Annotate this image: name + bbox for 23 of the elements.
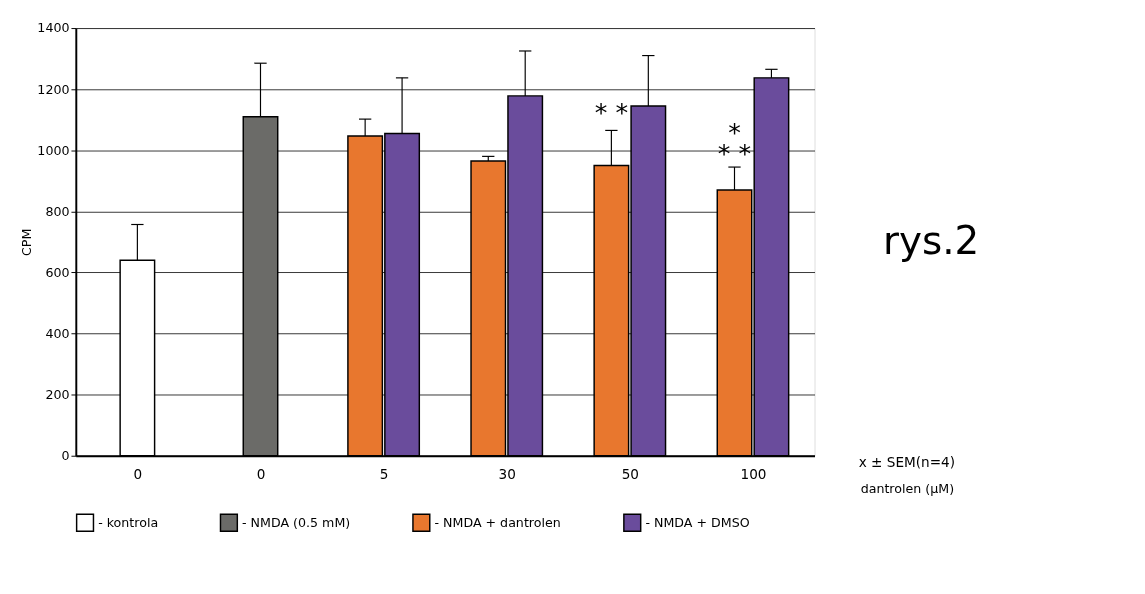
legend-label: - NMDA + DMSO <box>645 514 750 530</box>
y-tick-label: 400 <box>45 325 70 341</box>
y-tick-label: 1400 <box>37 20 70 36</box>
x-tick-label: 100 <box>740 465 767 482</box>
y-tick-label: 1000 <box>37 142 70 158</box>
y-tick-label: 0 <box>61 448 70 464</box>
y-tick-label: 1200 <box>37 81 70 97</box>
y-tick-label: 600 <box>45 264 70 280</box>
x-tick-label: 0 <box>256 465 266 482</box>
y-tick-label: 800 <box>45 203 70 219</box>
legend-label: - kontrola <box>98 514 159 530</box>
legend-label: - NMDA (0.5 mM) <box>242 514 351 530</box>
x-axis-title: dantrolen (µM) <box>860 481 955 497</box>
x-tick-label: 50 <box>621 465 639 482</box>
x-tick-label: 0 <box>133 465 143 482</box>
legend-label: - NMDA + dantrolen <box>434 514 561 530</box>
x-tick-label: 5 <box>379 465 389 482</box>
text: x ± SEM(n=4) <box>858 454 956 471</box>
annotation: * * <box>594 98 629 128</box>
y-tick-label: 200 <box>45 387 70 403</box>
x-tick-label: 30 <box>498 465 516 482</box>
y-axis-title: CPM <box>18 228 34 257</box>
text: rys.2 <box>883 217 980 263</box>
